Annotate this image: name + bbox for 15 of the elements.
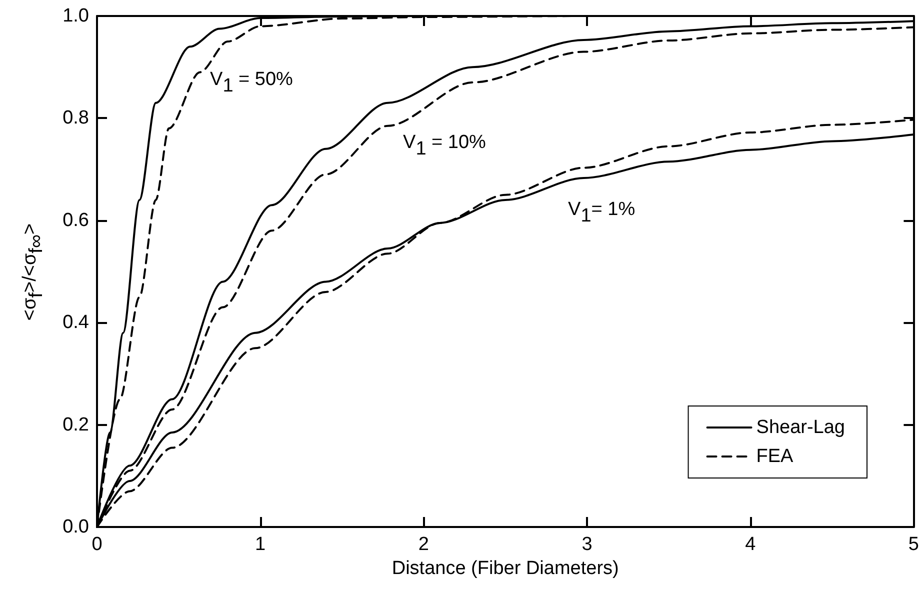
x-tick-label: 0 bbox=[92, 534, 102, 555]
legend-label: Shear-Lag bbox=[756, 417, 846, 438]
y-tick-label: 0.4 bbox=[62, 312, 90, 334]
x-tick-label: 4 bbox=[745, 534, 756, 555]
x-tick-label: 3 bbox=[582, 534, 592, 555]
legend-label: FEA bbox=[756, 446, 794, 467]
y-tick-label: 0.8 bbox=[62, 108, 89, 129]
y-tick-label: 0.2 bbox=[62, 414, 89, 436]
y-tick-label: 0.6 bbox=[62, 210, 89, 231]
x-tick-label: 1 bbox=[255, 534, 266, 555]
x-axis-title: Distance (Fiber Diameters) bbox=[392, 558, 619, 579]
y-tick-label: 1.0 bbox=[62, 6, 89, 26]
x-tick-label: 5 bbox=[908, 534, 920, 555]
x-tick-label: 2 bbox=[418, 534, 429, 555]
y-tick-label: 0.0 bbox=[62, 516, 89, 538]
